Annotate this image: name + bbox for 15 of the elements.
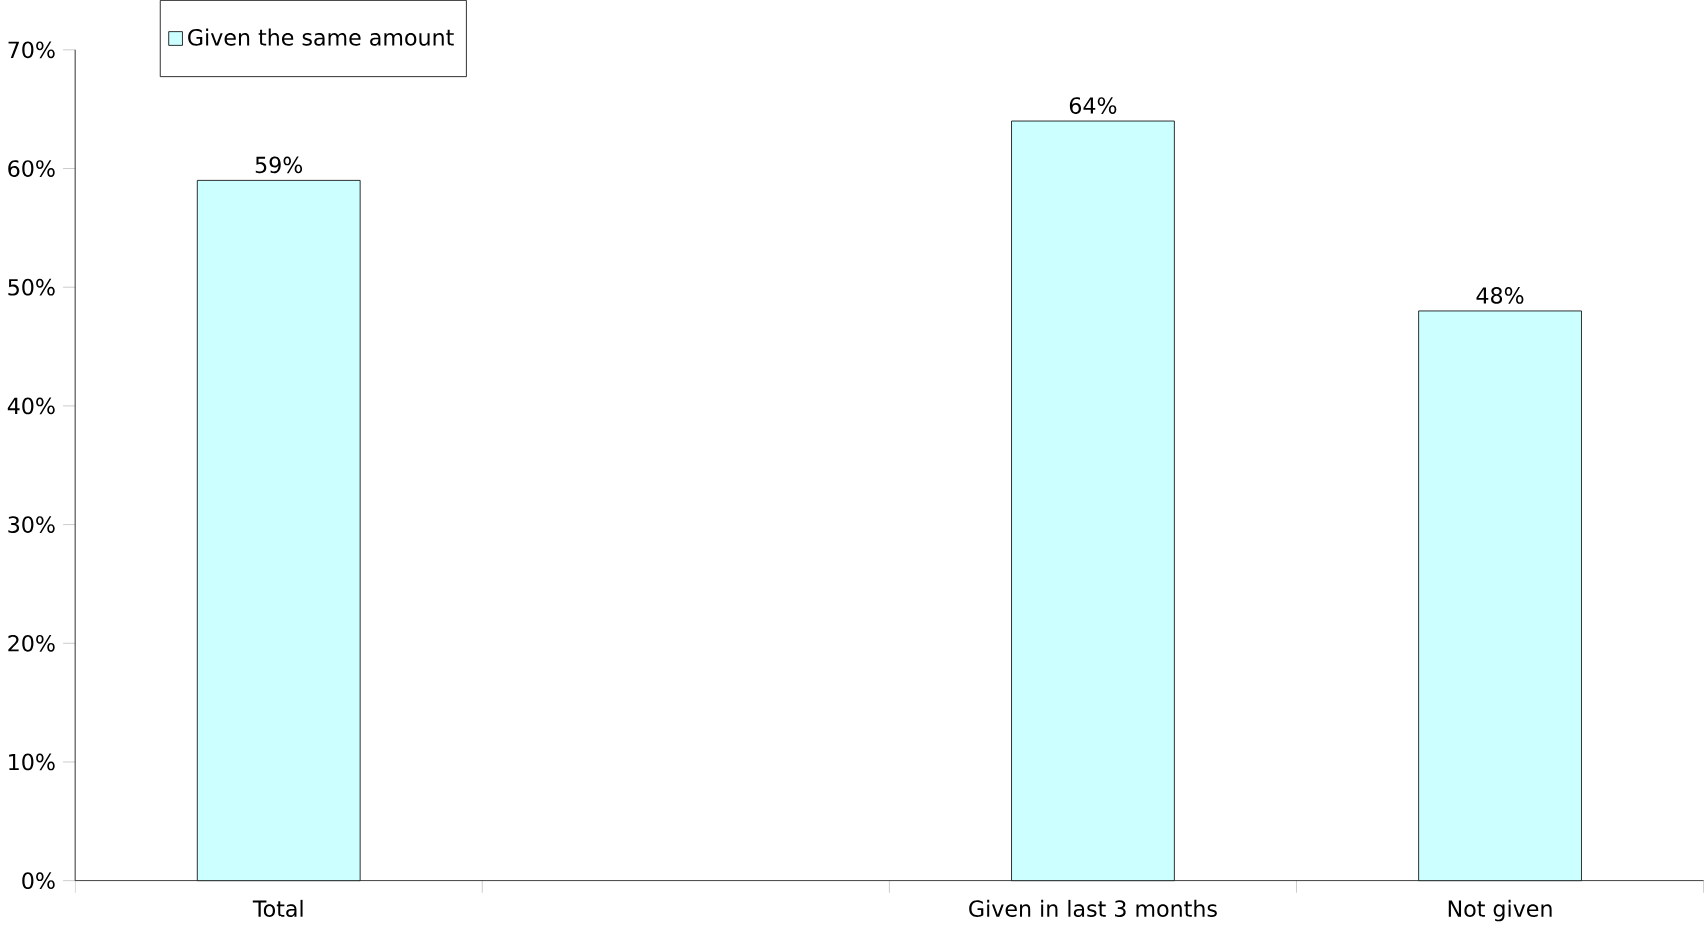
y-tick-label: 50% (8, 278, 55, 296)
y-tick-label: 10% (9, 753, 55, 771)
y-tick-label: 30% (8, 516, 55, 533)
y-tick-label: 60% (8, 160, 55, 177)
text: 64% (1069, 97, 1117, 114)
x-tick-label: Total (252, 899, 303, 918)
y-tick-label: 20% (8, 634, 55, 652)
y-tick-label: 70% (8, 41, 55, 59)
legend-label: Given the same amount (188, 28, 454, 46)
text: 59% (255, 156, 303, 174)
y-tick-label: 0% (22, 872, 55, 890)
y-tick-label: 40% (7, 397, 55, 415)
text: 48% (1476, 287, 1524, 304)
x-tick-label: Given in last 3 months (969, 899, 1217, 918)
x-tick-label: Not given (1448, 899, 1552, 922)
